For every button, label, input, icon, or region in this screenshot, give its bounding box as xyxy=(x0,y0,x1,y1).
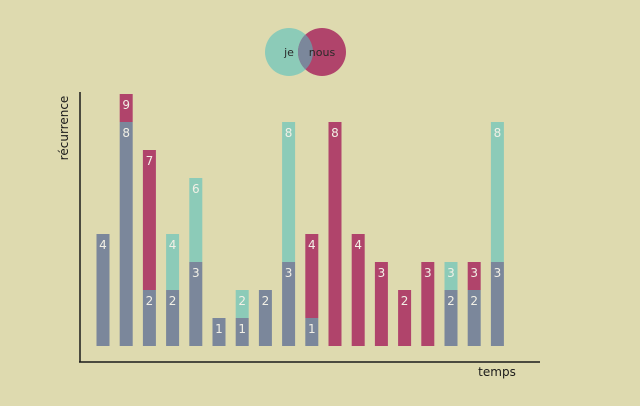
bar-segment-overlap xyxy=(282,262,296,346)
data-label: 1 xyxy=(215,322,223,336)
data-label: 3 xyxy=(192,266,200,280)
bar-segment-nous xyxy=(142,150,156,290)
data-label: 2 xyxy=(401,294,409,308)
bar-segment-nous xyxy=(119,94,133,122)
data-label: 3 xyxy=(424,266,432,280)
data-label: 8 xyxy=(285,126,293,140)
bar-segment-overlap xyxy=(189,262,203,346)
data-label: 7 xyxy=(146,154,154,168)
data-label: 1 xyxy=(308,322,316,336)
bar-segment-overlap xyxy=(258,290,272,346)
bar-segment-overlap xyxy=(467,290,481,346)
bar-segment-overlap xyxy=(119,122,133,346)
data-label: 3 xyxy=(285,266,293,280)
data-label: 4 xyxy=(308,238,316,252)
y-axis-label: récurrence xyxy=(57,96,71,161)
bar-segment-nous xyxy=(305,234,319,318)
legend-label-nous: nous xyxy=(309,46,336,59)
bars: 4 8 9 2 7 2 4 3 6 1 1 2 2 3 8 1 4 8 4 3 2 3 2 3 2 3 3 8 xyxy=(96,94,504,346)
bar-segment-nous xyxy=(421,262,435,346)
data-label: 2 xyxy=(262,294,270,308)
legend: je nous xyxy=(265,28,346,76)
bar-segment-je xyxy=(166,234,180,290)
bar-segment-overlap xyxy=(235,318,249,346)
data-label: 6 xyxy=(192,182,200,196)
bar-segment-overlap xyxy=(142,290,156,346)
data-label: 1 xyxy=(238,322,246,336)
data-label: 8 xyxy=(122,126,130,140)
bar-segment-nous xyxy=(351,234,365,346)
bar-segment-nous xyxy=(398,290,412,346)
bar-segment-overlap xyxy=(444,290,458,346)
data-label: 8 xyxy=(494,126,502,140)
legend-label-je: je xyxy=(283,46,294,59)
data-label: 2 xyxy=(470,294,478,308)
bar-segment-nous xyxy=(467,262,481,290)
data-label: 2 xyxy=(447,294,455,308)
data-label: 3 xyxy=(378,266,386,280)
data-label: 8 xyxy=(331,126,339,140)
data-label: 4 xyxy=(169,238,177,252)
data-label: 4 xyxy=(99,238,107,252)
legend-circle-je xyxy=(265,28,313,76)
bar-segment-overlap xyxy=(166,290,180,346)
bar-segment-je xyxy=(490,122,504,262)
data-label: 3 xyxy=(470,266,478,280)
bar-segment-nous xyxy=(374,262,388,346)
data-label: 2 xyxy=(238,294,246,308)
bar-segment-nous xyxy=(328,122,342,346)
bar-segment-je xyxy=(235,290,249,318)
bar-segment-overlap xyxy=(490,262,504,346)
data-label: 4 xyxy=(354,238,362,252)
bar-segment-je xyxy=(444,262,458,290)
data-label: 2 xyxy=(146,294,154,308)
data-label: 3 xyxy=(494,266,502,280)
bar-segment-overlap xyxy=(305,318,319,346)
bar-segment-je xyxy=(189,178,203,262)
bar-segment-overlap xyxy=(96,234,110,346)
data-label: 2 xyxy=(169,294,177,308)
bar-segment-je xyxy=(282,122,296,262)
x-axis-label: temps xyxy=(478,365,516,379)
legend-circle-nous xyxy=(298,28,346,76)
data-label: 3 xyxy=(447,266,455,280)
bar-segment-overlap xyxy=(212,318,226,346)
data-label: 9 xyxy=(122,98,130,112)
